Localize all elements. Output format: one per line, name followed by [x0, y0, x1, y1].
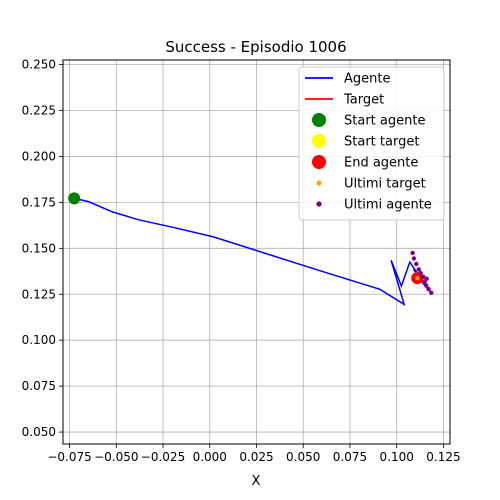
point-start-agente — [68, 192, 80, 204]
y-tick-label: 0.250 — [22, 58, 56, 72]
y-tick-label: 0.225 — [22, 104, 56, 118]
legend-label: Agente — [344, 72, 390, 87]
legend-label: Target — [343, 93, 384, 108]
x-ticks: −0.075 −0.050 −0.025 0.000 0.025 0.050 0.075 0.… — [47, 444, 460, 464]
y-tick-label: 0.175 — [22, 195, 56, 209]
y-tick-label: 0.075 — [22, 379, 56, 393]
x-tick-label: 0.075 — [333, 450, 367, 464]
x-tick-label: 0.000 — [193, 450, 227, 464]
point-ultimi-agente — [418, 271, 422, 275]
x-tick-label: 0.025 — [239, 450, 273, 464]
legend-swatch-end-agente — [312, 155, 326, 169]
chart-title: Success - Episodio 1006 — [165, 38, 346, 56]
point-ultimi-target — [415, 276, 419, 280]
x-tick-label: 0.100 — [380, 450, 414, 464]
legend-label: Ultimi target — [344, 177, 426, 192]
y-tick-label: 0.050 — [22, 425, 56, 439]
x-tick-label: −0.075 — [47, 450, 91, 464]
point-ultimi-agente — [424, 283, 428, 287]
point-ultimi-agente — [424, 276, 428, 280]
legend-swatch-start-agente — [312, 113, 326, 127]
legend-swatch-ultimi-agente — [316, 201, 321, 206]
x-tick-label: 0.050 — [286, 450, 320, 464]
y-tick-label: 0.125 — [22, 287, 56, 301]
legend-swatch-ultimi-target — [316, 180, 321, 185]
y-ticks: 0.050 0.075 0.100 0.125 0.150 0.175 0.200 0.225… — [22, 58, 63, 439]
y-tick-label: 0.200 — [22, 149, 56, 163]
x-tick-label: 0.125 — [426, 450, 460, 464]
legend-swatch-start-target — [312, 134, 326, 148]
point-ultimi-agente — [410, 251, 414, 255]
legend-label: Ultimi agente — [344, 198, 432, 213]
point-ultimi-agente — [412, 256, 416, 260]
x-tick-label: −0.025 — [141, 450, 185, 464]
y-tick-label: 0.100 — [22, 333, 56, 347]
point-ultimi-agente — [426, 287, 430, 291]
y-tick-label: 0.150 — [22, 241, 56, 255]
legend-label: End agente — [344, 156, 418, 171]
legend-label: Start target — [344, 135, 419, 150]
point-ultimi-agente — [429, 291, 433, 295]
x-tick-label: −0.050 — [94, 450, 138, 464]
point-ultimi-agente — [414, 262, 418, 266]
x-axis-label: X — [252, 474, 261, 489]
legend-label: Start agente — [344, 114, 425, 129]
legend: Agente Target Start agente Start target End … — [299, 67, 444, 220]
